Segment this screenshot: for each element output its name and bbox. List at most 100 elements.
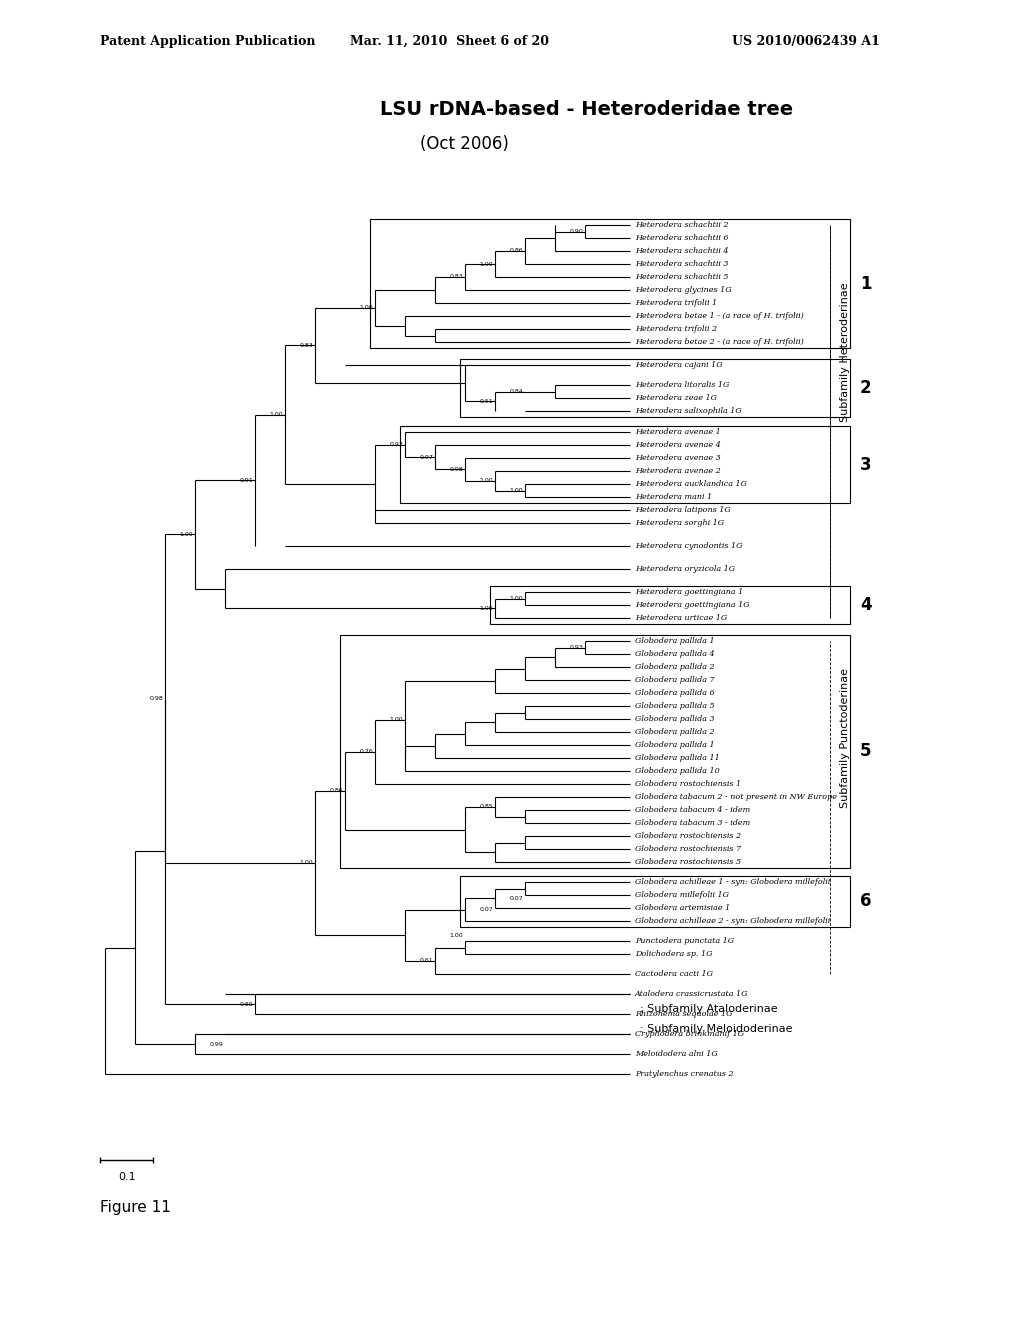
Text: Heterodera schachtii 5: Heterodera schachtii 5 <box>635 273 728 281</box>
Text: 0.90: 0.90 <box>569 228 583 234</box>
Text: Globodera pallida 10: Globodera pallida 10 <box>635 767 720 775</box>
Text: 1.00: 1.00 <box>479 478 493 483</box>
Text: Globodera millefolii 1G: Globodera millefolii 1G <box>635 891 729 899</box>
Text: Heterodera avenae 2: Heterodera avenae 2 <box>635 467 721 475</box>
Text: 5: 5 <box>860 742 871 760</box>
Text: Heterodera sorghi 1G: Heterodera sorghi 1G <box>635 519 724 527</box>
Text: (Oct 2006): (Oct 2006) <box>420 135 509 153</box>
Text: Globodera pallida 3: Globodera pallida 3 <box>635 715 715 723</box>
Text: Heterodera goettingiana 1: Heterodera goettingiana 1 <box>635 587 743 597</box>
Text: 0.61: 0.61 <box>420 958 433 964</box>
Text: Mar. 11, 2010  Sheet 6 of 20: Mar. 11, 2010 Sheet 6 of 20 <box>350 36 550 48</box>
Text: 0.83: 0.83 <box>299 343 313 348</box>
Text: 1.00: 1.00 <box>509 488 523 492</box>
Text: Heterodera cynodontis 1G: Heterodera cynodontis 1G <box>635 543 742 550</box>
Text: 0.93: 0.93 <box>569 645 583 649</box>
Text: 1: 1 <box>860 275 871 293</box>
Text: Dolichodera sp. 1G: Dolichodera sp. 1G <box>635 950 713 958</box>
Text: Globodera rostochiensis 7: Globodera rostochiensis 7 <box>635 845 741 853</box>
Text: Globodera rostochiensis 2: Globodera rostochiensis 2 <box>635 832 741 840</box>
Text: 0.84: 0.84 <box>509 389 523 393</box>
Text: Heterodera goettingiana 1G: Heterodera goettingiana 1G <box>635 601 750 609</box>
Text: 1.00: 1.00 <box>179 532 193 537</box>
Text: Figure 11: Figure 11 <box>100 1200 171 1214</box>
Text: 0.60: 0.60 <box>240 1002 253 1006</box>
Text: Globodera pallida 11: Globodera pallida 11 <box>635 754 720 762</box>
Text: Heterodera salixophila 1G: Heterodera salixophila 1G <box>635 407 741 414</box>
Text: Globodera pallida 7: Globodera pallida 7 <box>635 676 715 684</box>
Text: 0.98: 0.98 <box>450 467 463 471</box>
Text: 1.00: 1.00 <box>479 606 493 611</box>
Text: Globodera tabacum 2 - not present in NW Europe: Globodera tabacum 2 - not present in NW … <box>635 793 837 801</box>
Text: Heterodera trifolii 2: Heterodera trifolii 2 <box>635 325 717 333</box>
Text: Globodera pallida 5: Globodera pallida 5 <box>635 702 715 710</box>
Text: Heterodera zeae 1G: Heterodera zeae 1G <box>635 393 717 403</box>
Text: Heterodera schachtii 4: Heterodera schachtii 4 <box>635 247 728 255</box>
Text: Heterodera avenae 3: Heterodera avenae 3 <box>635 454 721 462</box>
Text: Heterodera schachtii 6: Heterodera schachtii 6 <box>635 234 728 242</box>
Text: Heterodera betae 1 - (a race of H. trifolii): Heterodera betae 1 - (a race of H. trifo… <box>635 312 804 319</box>
Bar <box>460 876 850 927</box>
Bar <box>460 359 850 417</box>
Text: Cactodera cacti 1G: Cactodera cacti 1G <box>635 970 713 978</box>
Text: 0.83: 0.83 <box>450 275 463 280</box>
Text: 3: 3 <box>860 455 871 474</box>
Text: 0.97: 0.97 <box>419 454 433 459</box>
Bar <box>370 219 850 348</box>
Text: 1.00: 1.00 <box>269 412 283 417</box>
Text: Heterodera oryzicola 1G: Heterodera oryzicola 1G <box>635 565 735 573</box>
Text: Patent Application Publication: Patent Application Publication <box>100 36 315 48</box>
Text: Heterodera glycines 1G: Heterodera glycines 1G <box>635 286 731 294</box>
Text: Heterodera schachtii 3: Heterodera schachtii 3 <box>635 260 728 268</box>
Text: Globodera tabacum 4 - idem: Globodera tabacum 4 - idem <box>635 807 751 814</box>
Text: 0.99: 0.99 <box>209 1041 223 1047</box>
Text: Heterodera betae 2 - (a race of H. trifolii): Heterodera betae 2 - (a race of H. trifo… <box>635 338 804 346</box>
Text: Subfamily Heteroderinae: Subfamily Heteroderinae <box>840 282 850 421</box>
Text: : Subfamily Ataloderinae: : Subfamily Ataloderinae <box>640 1005 777 1014</box>
Text: Globodera tabacum 3 - idem: Globodera tabacum 3 - idem <box>635 818 751 828</box>
Text: 0.76: 0.76 <box>359 750 373 754</box>
Text: Globodera artemisiae 1: Globodera artemisiae 1 <box>635 904 730 912</box>
Text: : Subfamily Meloidoderinae: : Subfamily Meloidoderinae <box>640 1024 793 1034</box>
Bar <box>490 586 850 624</box>
Text: Globodera rostochiensis 1: Globodera rostochiensis 1 <box>635 780 741 788</box>
Text: Pratylenchus crenatus 2: Pratylenchus crenatus 2 <box>635 1071 733 1078</box>
Text: Punctodera punctata 1G: Punctodera punctata 1G <box>635 937 734 945</box>
Text: 1.00: 1.00 <box>389 717 403 722</box>
Text: Globodera rostochiensis 5: Globodera rostochiensis 5 <box>635 858 741 866</box>
Text: Globodera achilleae 2 - syn: Globodera millefolii: Globodera achilleae 2 - syn: Globodera m… <box>635 917 830 925</box>
Text: 1.00: 1.00 <box>450 933 463 937</box>
Text: 0.85: 0.85 <box>479 804 493 809</box>
Text: Globodera pallida 1: Globodera pallida 1 <box>635 741 715 748</box>
Text: Globodera pallida 2: Globodera pallida 2 <box>635 663 715 671</box>
Text: 0.1: 0.1 <box>118 1172 135 1181</box>
Text: Heterodera urticae 1G: Heterodera urticae 1G <box>635 614 727 622</box>
Text: 1.00: 1.00 <box>299 861 313 866</box>
Text: Meloidodera alni 1G: Meloidodera alni 1G <box>635 1049 718 1059</box>
Text: 1.00: 1.00 <box>509 597 523 601</box>
Text: 0.07: 0.07 <box>509 896 523 900</box>
Text: Globodera achilleae 1 - syn: Globodera millefolii: Globodera achilleae 1 - syn: Globodera m… <box>635 878 830 886</box>
Text: Heterodera trifolii 1: Heterodera trifolii 1 <box>635 300 717 308</box>
Text: Rhizonema sequoiae 1G: Rhizonema sequoiae 1G <box>635 1010 732 1018</box>
Text: 0.86: 0.86 <box>330 788 343 793</box>
Text: Globodera pallida 1: Globodera pallida 1 <box>635 638 715 645</box>
Text: Subfamily Punctoderinae: Subfamily Punctoderinae <box>840 668 850 808</box>
Text: Heterodera mani 1: Heterodera mani 1 <box>635 492 712 502</box>
Bar <box>400 426 850 503</box>
Text: Heterodera latipons 1G: Heterodera latipons 1G <box>635 506 731 513</box>
Text: Heterodera cajani 1G: Heterodera cajani 1G <box>635 360 723 370</box>
Text: 6: 6 <box>860 892 871 911</box>
Text: 0.51: 0.51 <box>479 399 493 404</box>
Text: 1.00: 1.00 <box>479 261 493 267</box>
Text: Heterodera litoralis 1G: Heterodera litoralis 1G <box>635 381 729 389</box>
Text: 0.93: 0.93 <box>389 442 403 447</box>
Text: Heterodera aucklandica 1G: Heterodera aucklandica 1G <box>635 480 746 488</box>
Text: Globodera pallida 6: Globodera pallida 6 <box>635 689 715 697</box>
Text: LSU rDNA-based - Heteroderidae tree: LSU rDNA-based - Heteroderidae tree <box>380 100 794 119</box>
Text: Cryphodera brinkmanif 1G: Cryphodera brinkmanif 1G <box>635 1030 744 1038</box>
Text: Atalodera crassicrustata 1G: Atalodera crassicrustata 1G <box>635 990 749 998</box>
Text: 0.86: 0.86 <box>509 248 523 253</box>
Text: 0.07: 0.07 <box>479 907 493 912</box>
Text: 0.91: 0.91 <box>240 478 253 483</box>
